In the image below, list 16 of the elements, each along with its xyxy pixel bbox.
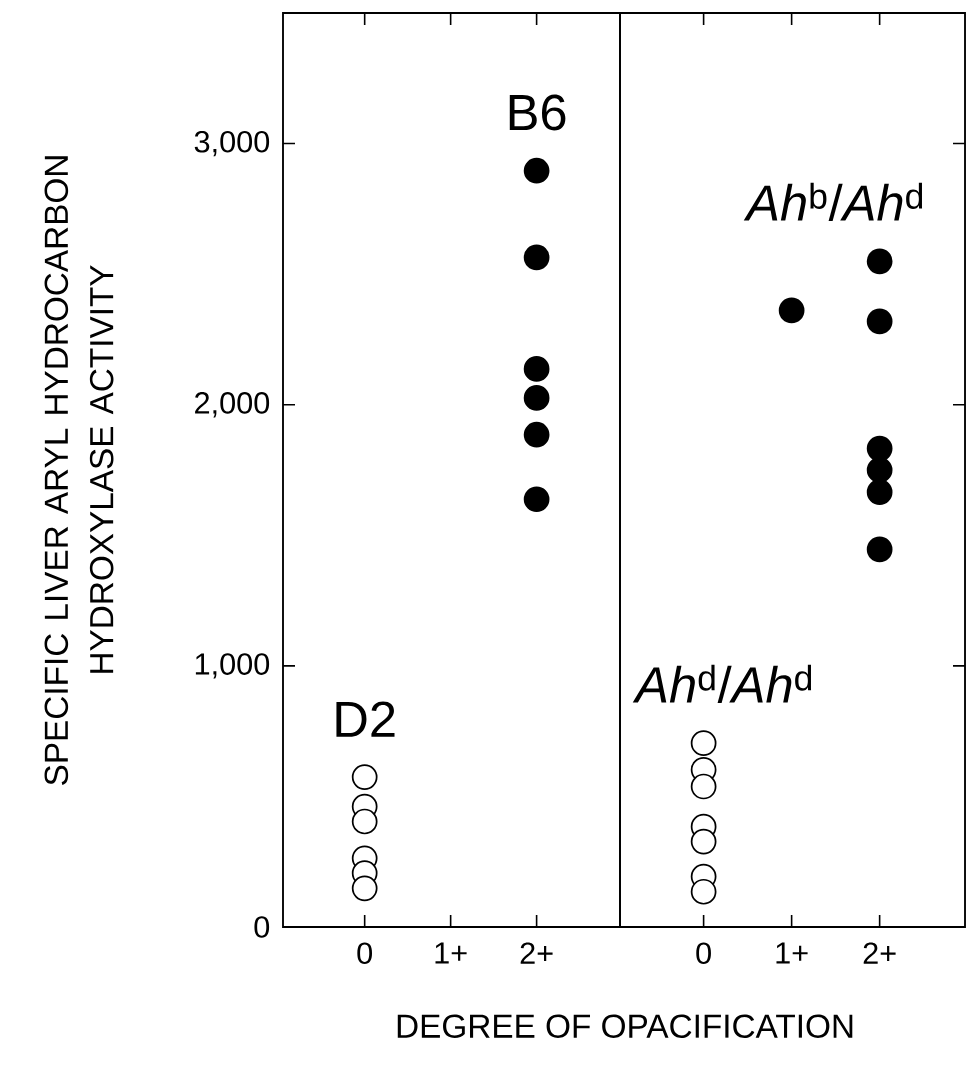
x-tick-label: 1+	[435, 942, 467, 964]
annotation: Ah$^{d}$/Ah$^{d}$	[632, 664, 812, 703]
x-tick-label: 2+	[863, 942, 896, 964]
annotation: Ah$^{b}$/Ah$^{d}$	[743, 182, 923, 222]
y-tick-label: 2,000	[195, 392, 270, 418]
y-tick-label: 3,000	[194, 130, 270, 157]
x-tick-label: 0	[357, 942, 373, 965]
x-axis-title: DEGREE OF OPACIFICATION	[397, 1014, 853, 1038]
y-axis-title: SPECIFIC LIVER ARYL HYDROCARBON HYDROXYLASE ACTIVITY	[44, 156, 114, 785]
y-tick-label: 0	[254, 916, 270, 938]
x-tick-label: 2+	[520, 942, 553, 964]
y-tick-label: 1,000	[195, 653, 270, 679]
x-tick-label: 1+	[776, 942, 808, 964]
x-tick-label: 0	[696, 942, 711, 965]
annotation: B6	[509, 94, 566, 131]
annotation: D2	[336, 701, 395, 737]
